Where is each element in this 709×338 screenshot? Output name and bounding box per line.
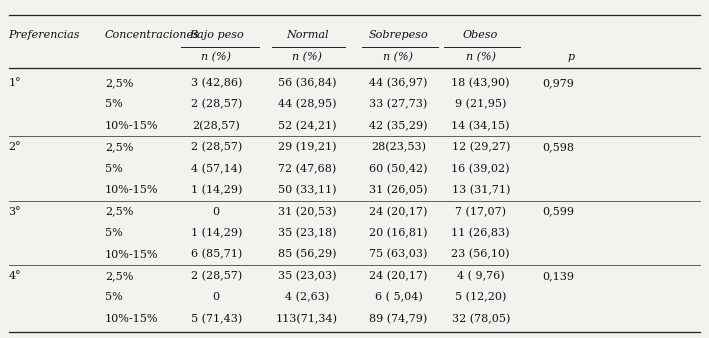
Text: 5%: 5%: [105, 99, 123, 109]
Text: 35 (23,03): 35 (23,03): [278, 271, 336, 281]
Text: 0,599: 0,599: [542, 207, 574, 217]
Text: 14 (34,15): 14 (34,15): [452, 121, 510, 131]
Text: 24 (20,17): 24 (20,17): [369, 207, 428, 217]
Text: 0,139: 0,139: [542, 271, 574, 281]
Text: 2 (28,57): 2 (28,57): [191, 271, 242, 281]
Text: 56 (36,84): 56 (36,84): [278, 78, 336, 88]
Text: 28(23,53): 28(23,53): [371, 142, 426, 152]
Text: Concentraciones: Concentraciones: [105, 30, 200, 41]
Text: 4 ( 9,76): 4 ( 9,76): [457, 271, 505, 281]
Text: 44 (36,97): 44 (36,97): [369, 78, 428, 88]
Text: 44 (28,95): 44 (28,95): [278, 99, 336, 110]
Text: 4 (57,14): 4 (57,14): [191, 164, 242, 174]
Text: n (%): n (%): [292, 52, 322, 63]
Text: 35 (23,18): 35 (23,18): [278, 228, 336, 238]
Text: 6 ( 5,04): 6 ( 5,04): [374, 292, 423, 303]
Text: 5 (12,20): 5 (12,20): [455, 292, 506, 303]
Text: 2,5%: 2,5%: [105, 271, 133, 281]
Text: Sobrepeso: Sobrepeso: [369, 30, 428, 41]
Text: Bajo peso: Bajo peso: [189, 30, 244, 41]
Text: 2,5%: 2,5%: [105, 142, 133, 152]
Text: 75 (63,03): 75 (63,03): [369, 249, 428, 260]
Text: n (%): n (%): [201, 52, 231, 63]
Text: n (%): n (%): [384, 52, 413, 63]
Text: 29 (19,21): 29 (19,21): [278, 142, 336, 152]
Text: 1 (14,29): 1 (14,29): [191, 228, 242, 238]
Text: 2(28,57): 2(28,57): [192, 121, 240, 131]
Text: 24 (20,17): 24 (20,17): [369, 271, 428, 281]
Text: 33 (27,73): 33 (27,73): [369, 99, 428, 110]
Text: 4°: 4°: [9, 271, 21, 281]
Text: 0,979: 0,979: [542, 78, 574, 88]
Text: 6 (85,71): 6 (85,71): [191, 249, 242, 260]
Text: 31 (26,05): 31 (26,05): [369, 185, 428, 195]
Text: 2 (28,57): 2 (28,57): [191, 142, 242, 152]
Text: 5%: 5%: [105, 292, 123, 303]
Text: 10%-15%: 10%-15%: [105, 314, 158, 324]
Text: 10%-15%: 10%-15%: [105, 249, 158, 260]
Text: 5%: 5%: [105, 228, 123, 238]
Text: n (%): n (%): [466, 52, 496, 63]
Text: Obeso: Obeso: [463, 30, 498, 41]
Text: 0: 0: [213, 292, 220, 303]
Text: 32 (78,05): 32 (78,05): [452, 314, 510, 324]
Text: 2 (28,57): 2 (28,57): [191, 99, 242, 110]
Text: p: p: [567, 52, 574, 63]
Text: 113(71,34): 113(71,34): [276, 314, 338, 324]
Text: 72 (47,68): 72 (47,68): [278, 164, 336, 174]
Text: 85 (56,29): 85 (56,29): [278, 249, 336, 260]
Text: 3 (42,86): 3 (42,86): [191, 78, 242, 88]
Text: 3°: 3°: [9, 207, 21, 217]
Text: Preferencias: Preferencias: [9, 30, 80, 41]
Text: 5 (71,43): 5 (71,43): [191, 314, 242, 324]
Text: 5%: 5%: [105, 164, 123, 174]
Text: 12 (29,27): 12 (29,27): [452, 142, 510, 152]
Text: 60 (50,42): 60 (50,42): [369, 164, 428, 174]
Text: 11 (26,83): 11 (26,83): [452, 228, 510, 238]
Text: 52 (24,21): 52 (24,21): [278, 121, 336, 131]
Text: 2,5%: 2,5%: [105, 207, 133, 217]
Text: 0: 0: [213, 207, 220, 217]
Text: 31 (20,53): 31 (20,53): [278, 207, 336, 217]
Text: 10%-15%: 10%-15%: [105, 121, 158, 131]
Text: 1 (14,29): 1 (14,29): [191, 185, 242, 195]
Text: 16 (39,02): 16 (39,02): [452, 164, 510, 174]
Text: 2,5%: 2,5%: [105, 78, 133, 88]
Text: 89 (74,79): 89 (74,79): [369, 314, 428, 324]
Text: 0,598: 0,598: [542, 142, 574, 152]
Text: 23 (56,10): 23 (56,10): [452, 249, 510, 260]
Text: 4 (2,63): 4 (2,63): [285, 292, 329, 303]
Text: 10%-15%: 10%-15%: [105, 185, 158, 195]
Text: 20 (16,81): 20 (16,81): [369, 228, 428, 238]
Text: 18 (43,90): 18 (43,90): [452, 78, 510, 88]
Text: 1°: 1°: [9, 78, 21, 88]
Text: 50 (33,11): 50 (33,11): [278, 185, 336, 195]
Text: Normal: Normal: [286, 30, 328, 41]
Text: 13 (31,71): 13 (31,71): [452, 185, 510, 195]
Text: 2°: 2°: [9, 142, 21, 152]
Text: 42 (35,29): 42 (35,29): [369, 121, 428, 131]
Text: 9 (21,95): 9 (21,95): [455, 99, 506, 110]
Text: 7 (17,07): 7 (17,07): [455, 207, 506, 217]
